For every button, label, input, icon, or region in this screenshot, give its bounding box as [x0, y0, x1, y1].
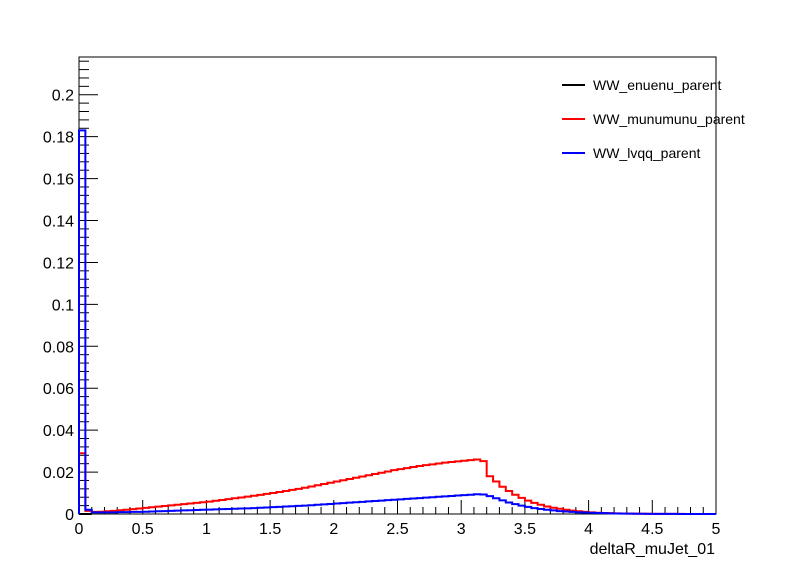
x-tick-label: 2.5 — [386, 521, 408, 538]
series-line-WW_lvqq_parent — [78, 129, 716, 515]
x-tick-label: 0 — [75, 521, 84, 538]
series-layer — [78, 129, 716, 515]
y-axis: 0 0.02 0.04 0.06 0.08 0.1 0.12 0.14 0.16 0.18 0.2 — [43, 60, 98, 524]
x-tick-label: 1 — [202, 521, 211, 538]
x-tick-label: 1.5 — [259, 521, 281, 538]
y-tick-label: 0.18 — [43, 130, 74, 147]
y-tick-label: 0.14 — [43, 214, 74, 231]
legend-label: WW_lvqq_parent — [593, 145, 700, 161]
x-tick-label: 0.5 — [132, 521, 154, 538]
y-tick-label: 0.02 — [43, 465, 74, 482]
y-tick-label: 0.06 — [43, 381, 74, 398]
y-tick-label: 0.04 — [43, 423, 74, 440]
y-tick-label: 0.16 — [43, 172, 74, 189]
x-tick-label: 4.5 — [641, 521, 663, 538]
legend: WW_enuenu_parent WW_munumunu_parent WW_lvq… — [562, 77, 745, 161]
x-tick-label: 3 — [457, 521, 466, 538]
x-tick-label: 5 — [712, 521, 721, 538]
x-tick-label: 4 — [584, 521, 593, 538]
legend-label: WW_enuenu_parent — [593, 77, 722, 93]
x-axis: 0 0.5 1 1.5 2 2.5 3 3.5 4 4.5 5 — [75, 500, 721, 538]
x-axis-title: deltaR_muJet_01 — [590, 541, 716, 558]
y-tick-label: 0.2 — [52, 88, 74, 105]
x-tick-label: 2 — [329, 521, 338, 538]
x-tick-label: 3.5 — [514, 521, 536, 538]
y-tick-label: 0.08 — [43, 339, 74, 356]
legend-label: WW_munumunu_parent — [593, 111, 745, 127]
y-tick-label: 0 — [65, 507, 74, 524]
y-tick-label: 0.12 — [43, 255, 74, 272]
y-tick-label: 0.1 — [52, 297, 74, 314]
